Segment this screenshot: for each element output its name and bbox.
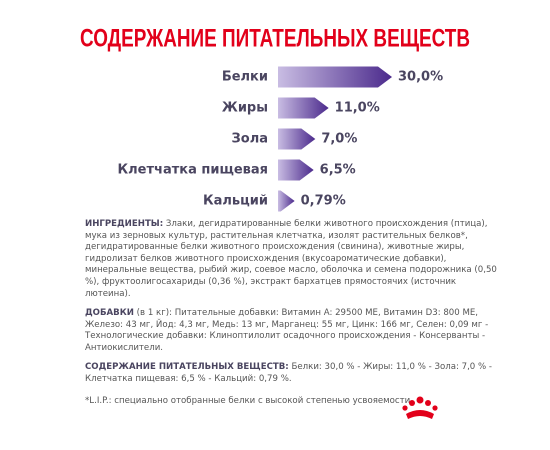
ingredients: ИНГРЕДИЕНТЫ: Злаки, дегидратированные бе… [85,219,497,300]
value-label: 30,0% [398,70,443,85]
value-label: 11,0% [335,101,380,116]
additives: ДОБАВКИ (в 1 кг): Питательные добавки: В… [85,308,497,354]
additives-unit: (в 1 кг): [136,308,172,318]
ingredients-label: ИНГРЕДИЕНТЫ: [85,219,164,229]
value-label: 7,0% [321,132,357,147]
bar [278,159,314,181]
category-label: Жиры [222,101,268,116]
nutrients: СОДЕРЖАНИЕ ПИТАТЕЛЬНЫХ ВЕЩЕСТВ: Белки: 3… [85,362,497,385]
value-label: 6,5% [320,163,356,178]
value-label: 0,79% [301,194,346,209]
category-label: Зола [232,132,268,147]
nutrients-text: Белки: 30,0 % - Жиры: 11,0 % - Зола: 7,0… [85,362,492,384]
category-label: Белки [222,70,268,85]
nutrients-label: СОДЕРЖАНИЕ ПИТАТЕЛЬНЫХ ВЕЩЕСТВ: [85,362,289,372]
logo [402,396,438,419]
additives-text: Питательные добавки: Витамин A: 29500 МЕ… [85,308,489,353]
bar [278,97,329,119]
bar [278,190,295,212]
additives-label: ДОБАВКИ [85,308,134,318]
bar [278,128,316,150]
bar [278,66,392,88]
footnote: *L.I.P.: специально отобранные белки с в… [85,396,413,406]
ingredients-text: Злаки, дегидратированные белки животного… [85,219,497,299]
category-label: Кальций [203,194,268,209]
chart: СОДЕРЖАНИЕ ПИТАТЕЛЬНЫХ ВЕЩЕСТВ Белки 30,0… [80,25,470,212]
chart-title: СОДЕРЖАНИЕ ПИТАТЕЛЬНЫХ ВЕЩЕСТВ [80,25,470,53]
category-label: Клетчатка пищевая [118,163,268,178]
